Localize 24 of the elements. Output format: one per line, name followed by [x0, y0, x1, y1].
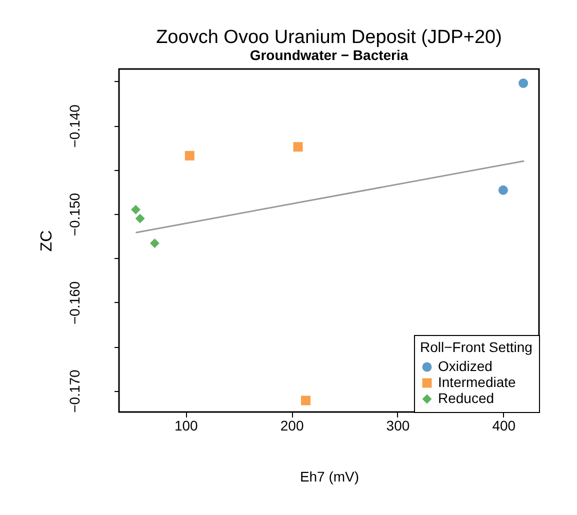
x-tick-label: 400: [492, 418, 516, 434]
point: [135, 214, 145, 224]
point: [518, 78, 528, 88]
x-axis-title: Eh7 (mV): [300, 468, 360, 484]
legend-label: Intermediate: [438, 374, 516, 390]
y-tick-label: −0.150: [66, 192, 82, 236]
legend-label: Oxidized: [438, 358, 492, 374]
point: [130, 204, 140, 214]
x-tick-label: 300: [386, 418, 410, 434]
chart-subtitle: Groundwater − Bacteria: [250, 47, 408, 63]
x-tick-label: 100: [174, 418, 198, 434]
point: [498, 185, 508, 195]
y-axis-title: ZC: [38, 230, 56, 252]
y-tick-label: −0.160: [66, 281, 82, 325]
point: [293, 142, 303, 152]
legend-label: Reduced: [438, 390, 494, 406]
point: [184, 150, 194, 160]
y-tick-label: −0.140: [66, 104, 82, 148]
point: [301, 396, 310, 406]
x-tick-label: 200: [280, 418, 304, 434]
legend-title: Roll−Front Setting: [420, 339, 532, 355]
point: [150, 238, 160, 248]
y-tick-label: −0.170: [66, 369, 82, 413]
chart-title: Zoovch Ovoo Uranium Deposit (JDP+20): [156, 27, 502, 48]
